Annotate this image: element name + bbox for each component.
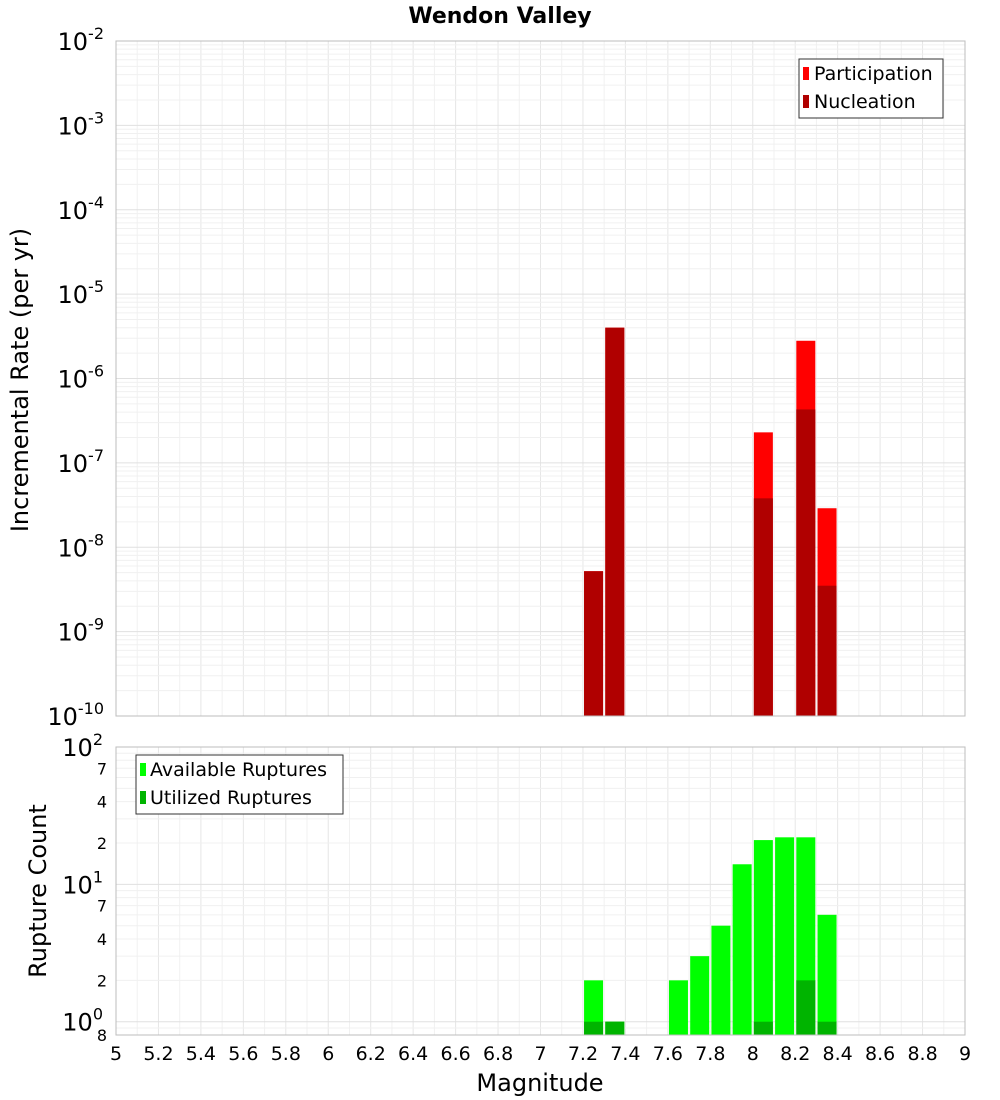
- bar-nucleation: [796, 409, 816, 716]
- x-tick-label: 8.4: [823, 1043, 853, 1065]
- legend-swatch-participation: [803, 67, 809, 80]
- x-tick-label: 6.2: [356, 1043, 386, 1065]
- bottom-y-minor-tick-label: 2: [97, 971, 107, 990]
- bottom-y-minor-tick-label: 4: [97, 793, 107, 812]
- legend-label-utilized-ruptures: Utilized Ruptures: [150, 787, 312, 809]
- top-plot-frame: [115, 40, 966, 717]
- x-tick-label: 9: [959, 1043, 971, 1065]
- x-tick-label: 6.6: [440, 1043, 470, 1065]
- chart-title: Wendon Valley: [408, 4, 591, 29]
- bar-nucleation: [817, 585, 837, 716]
- bar-nucleation: [584, 571, 604, 716]
- top-y-tick-label: 10-5: [58, 277, 105, 309]
- bar-nucleation: [753, 498, 773, 716]
- bar-available-ruptures: [668, 980, 688, 1035]
- x-tick-label: 8: [747, 1043, 759, 1065]
- x-tick-label: 8.6: [865, 1043, 895, 1065]
- top-y-tick-label: 10-10: [47, 699, 104, 731]
- x-tick-label: 7.8: [695, 1043, 725, 1065]
- x-tick-label: 5: [110, 1043, 122, 1065]
- x-tick-label: 6: [322, 1043, 334, 1065]
- bottom-y-minor-tick-label: 8: [97, 1026, 107, 1045]
- bar-available-ruptures: [817, 914, 837, 1035]
- x-tick-label: 5.2: [143, 1043, 173, 1065]
- bar-available-ruptures: [584, 980, 604, 1035]
- x-tick-label: 5.6: [228, 1043, 258, 1065]
- bottom-y-axis-label: Rupture Count: [24, 804, 52, 978]
- legend-label-available-ruptures: Available Ruptures: [150, 759, 327, 781]
- bar-utilized-ruptures: [584, 1021, 604, 1035]
- bar-available-ruptures: [753, 840, 773, 1035]
- bottom-y-major-tick-label: 102: [62, 730, 103, 762]
- x-tick-labels: 5 5.2 5.4 5.6 5.8 6 6.2 6.4 6.6 6.8 7 7.2 7.4 7.6 7.8 8…: [110, 1043, 971, 1065]
- top-y-tick-label: 10-2: [58, 24, 105, 56]
- bar-available-ruptures: [690, 956, 710, 1035]
- bottom-y-minor-tick-label: 7: [97, 759, 107, 778]
- x-tick-label: 6.8: [483, 1043, 513, 1065]
- bottom-y-tick-labels: 102 101 100 7 4 2 7 4 2 8: [62, 730, 107, 1045]
- legend-label-participation: Participation: [814, 63, 933, 85]
- bar-utilized-ruptures: [796, 980, 816, 1035]
- x-tick-label: 8.2: [780, 1043, 810, 1065]
- top-bars: [584, 327, 837, 716]
- x-tick-label: 7.4: [610, 1043, 640, 1065]
- bottom-bars: [584, 837, 837, 1035]
- top-y-axis-label: Incremental Rate (per yr): [6, 228, 34, 532]
- legend-label-nucleation: Nucleation: [814, 91, 916, 113]
- top-y-tick-label: 10-3: [58, 108, 105, 140]
- top-y-tick-labels: 10-2 10-3 10-4 10-5 10-6 10-7 10-8 10-9 10-10: [47, 24, 104, 731]
- x-tick-label: 8.8: [907, 1043, 937, 1065]
- legend-swatch-utilized-ruptures: [140, 791, 146, 804]
- bottom-y-minor-tick-label: 2: [97, 834, 107, 853]
- x-tick-label: 6.4: [398, 1043, 428, 1065]
- x-axis-label: Magnitude: [476, 1069, 603, 1097]
- x-tick-label: 7.2: [568, 1043, 598, 1065]
- legend-swatch-available-ruptures: [140, 763, 146, 776]
- bottom-plot-frame: [115, 746, 966, 1036]
- bottom-y-major-tick-label: 101: [62, 867, 103, 899]
- bottom-legend-box: [135, 754, 344, 815]
- bottom-legend: Available Ruptures Utilized Ruptures: [135, 754, 344, 815]
- top-y-tick-label: 10-8: [58, 530, 105, 562]
- bar-utilized-ruptures: [605, 1021, 625, 1035]
- x-tick-label: 5.8: [271, 1043, 301, 1065]
- top-legend-box: [798, 58, 944, 119]
- bar-available-ruptures: [775, 837, 795, 1035]
- top-legend: Participation Nucleation: [798, 58, 944, 119]
- top-y-tick-label: 10-9: [58, 615, 105, 647]
- bar-nucleation: [605, 327, 625, 716]
- bottom-y-major-tick-label: 100: [62, 1005, 103, 1037]
- bar-utilized-ruptures: [817, 1021, 837, 1035]
- top-y-tick-label: 10-4: [58, 193, 105, 225]
- x-tick-label: 7: [534, 1043, 546, 1065]
- bar-available-ruptures: [711, 925, 731, 1035]
- top-y-tick-label: 10-6: [58, 362, 105, 394]
- bottom-y-minor-tick-label: 7: [97, 897, 107, 916]
- legend-swatch-nucleation: [803, 95, 809, 108]
- bar-utilized-ruptures: [753, 1021, 773, 1035]
- bar-available-ruptures: [732, 864, 752, 1035]
- top-grid: [115, 41, 966, 717]
- top-y-tick-label: 10-7: [58, 446, 105, 478]
- x-tick-label: 5.4: [186, 1043, 216, 1065]
- x-tick-label: 7.6: [653, 1043, 683, 1065]
- bottom-y-minor-tick-label: 4: [97, 930, 107, 949]
